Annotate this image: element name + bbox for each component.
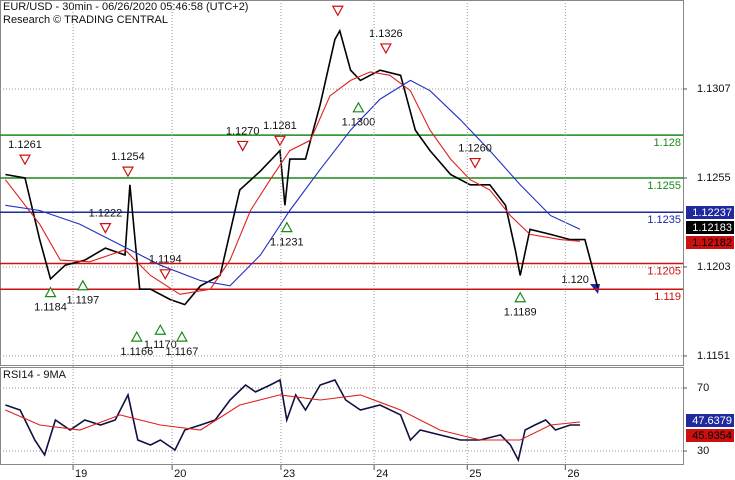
signal-down xyxy=(159,269,172,281)
signal-down xyxy=(469,157,482,169)
series-line xyxy=(4,71,581,295)
annotation-label: 1.1261 xyxy=(8,139,42,151)
annotation-label: 1.1254 xyxy=(111,151,145,163)
signal-up xyxy=(352,101,365,113)
price-badge-label: 47.6379 xyxy=(692,415,732,427)
annotation-label: 1.120 xyxy=(561,274,589,286)
y-tick-label: 1.1151 xyxy=(697,350,730,362)
price-badge xyxy=(686,414,734,427)
signal-up xyxy=(130,330,143,342)
series-line xyxy=(5,394,581,441)
annotation-label: 1.1300 xyxy=(342,117,376,129)
signal-up xyxy=(175,330,188,342)
level-label: 1.1255 xyxy=(647,180,681,192)
annotation-label: 1.1189 xyxy=(504,307,537,319)
signal-down xyxy=(99,222,112,234)
signal-down xyxy=(331,5,344,17)
annotation-label: 1.1222 xyxy=(89,207,123,219)
price-badge xyxy=(686,221,734,234)
level-label: 1.128 xyxy=(653,137,681,149)
signal-up xyxy=(154,324,167,335)
price-badge-label: 1.12183 xyxy=(692,222,732,234)
level-label: 1.1205 xyxy=(647,265,681,277)
price-badge xyxy=(686,206,734,219)
signal-down xyxy=(121,166,134,178)
series-line xyxy=(5,79,581,287)
annotation-label: 1.1167 xyxy=(165,346,198,358)
series-line xyxy=(5,28,599,306)
price-badge-label: 1.12237 xyxy=(692,207,732,219)
signal-down xyxy=(18,154,32,166)
x-tick-label: 26 xyxy=(567,468,579,480)
rsi-title: RSI14 - 9MA xyxy=(3,369,67,381)
x-tick-label: 25 xyxy=(469,468,481,480)
price-panel xyxy=(0,0,684,366)
annotation-label: 1.1326 xyxy=(369,28,403,40)
series-line xyxy=(5,378,580,463)
annotation-label: 1.1166 xyxy=(120,346,153,358)
signal-up xyxy=(514,291,527,303)
x-tick-label: 20 xyxy=(174,468,186,480)
x-tick-label: 19 xyxy=(75,468,87,480)
price-badge-label: 1.12182 xyxy=(692,237,732,249)
annotation-label: 1.1194 xyxy=(149,254,182,266)
chart-subtitle: Research © TRADING CENTRAL xyxy=(3,14,168,26)
x-tick-label: 23 xyxy=(283,468,295,480)
chart-title: EUR/USD - 30min - 06/26/2020 05:46:58 (U… xyxy=(3,1,248,13)
signal-down xyxy=(379,43,392,55)
level-label: 1.1235 xyxy=(647,214,681,226)
level-label: 1.119 xyxy=(654,291,681,303)
annotation-label: 1.1184 xyxy=(34,302,67,314)
price-badge-label: 45.9354 xyxy=(692,430,732,442)
signal-down xyxy=(273,135,286,147)
y-tick-label: 1.1255 xyxy=(697,172,731,184)
price-badge xyxy=(686,429,734,442)
annotation-label: 1.1197 xyxy=(66,295,99,307)
signal-up xyxy=(44,286,57,298)
signal-down xyxy=(236,140,249,152)
annotation-label: 1.1260 xyxy=(458,142,492,154)
annotation-label: 1.1170 xyxy=(144,339,177,351)
price-badge xyxy=(686,236,734,249)
y-tick-label: 1.1307 xyxy=(697,83,731,95)
rsi-panel xyxy=(0,367,684,465)
annotation-label: 1.1270 xyxy=(226,125,260,137)
signal-up xyxy=(76,279,89,291)
y-tick-label: 30 xyxy=(697,445,709,457)
annotation-label: 1.1281 xyxy=(263,120,297,132)
y-tick-label: 1.1203 xyxy=(697,261,731,273)
annotation-label: 1.1231 xyxy=(270,236,304,248)
x-tick-label: 24 xyxy=(376,468,388,480)
signal-up xyxy=(280,221,293,233)
y-tick-label: 70 xyxy=(697,382,709,394)
